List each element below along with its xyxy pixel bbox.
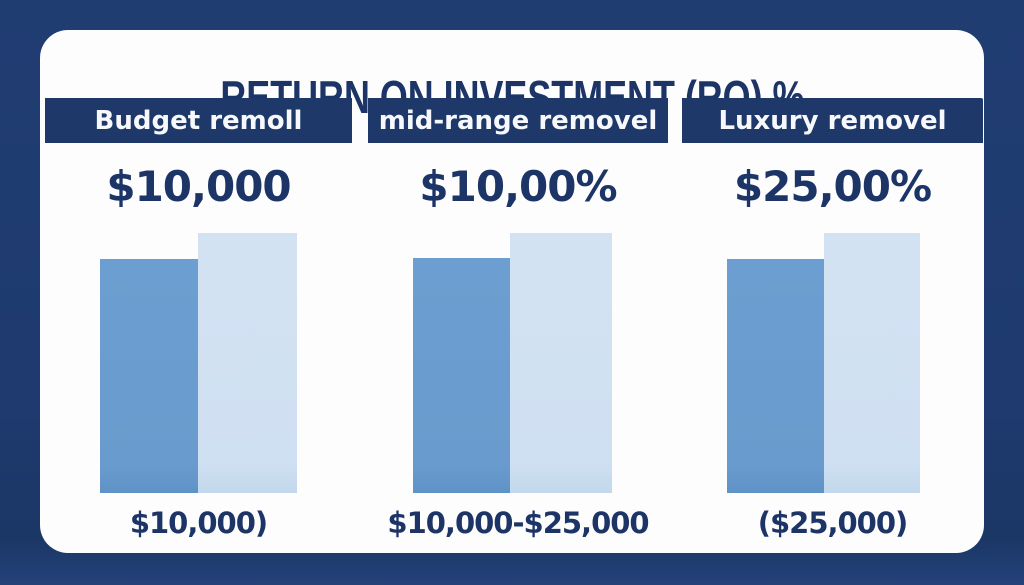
column-header-budget: Budget remoll: [45, 98, 352, 143]
bar-budget-dark: [100, 259, 198, 493]
bar-midrange-light: [510, 233, 612, 493]
range-label-luxury: ($25,000): [757, 506, 909, 540]
bar-luxury-light: [824, 233, 920, 493]
column-header-label: mid-range removel: [378, 105, 658, 136]
bar-budget-light: [198, 233, 297, 493]
column-header-midrange: mid-range removel: [368, 98, 668, 143]
range-label-budget: $10,000): [129, 506, 268, 540]
column-header-label: Luxury removel: [718, 105, 947, 136]
column-header-label: Budget remoll: [94, 105, 303, 136]
value-budget: $10,000: [106, 161, 291, 211]
bar-midrange-dark: [413, 258, 510, 493]
bar-luxury-dark: [727, 259, 824, 493]
value-luxury: $25,00%: [733, 161, 932, 211]
value-midrange: $10,00%: [419, 161, 617, 211]
column-header-luxury: Luxury removel: [682, 98, 983, 143]
range-label-midrange: $10,000-$25,000: [387, 506, 649, 540]
